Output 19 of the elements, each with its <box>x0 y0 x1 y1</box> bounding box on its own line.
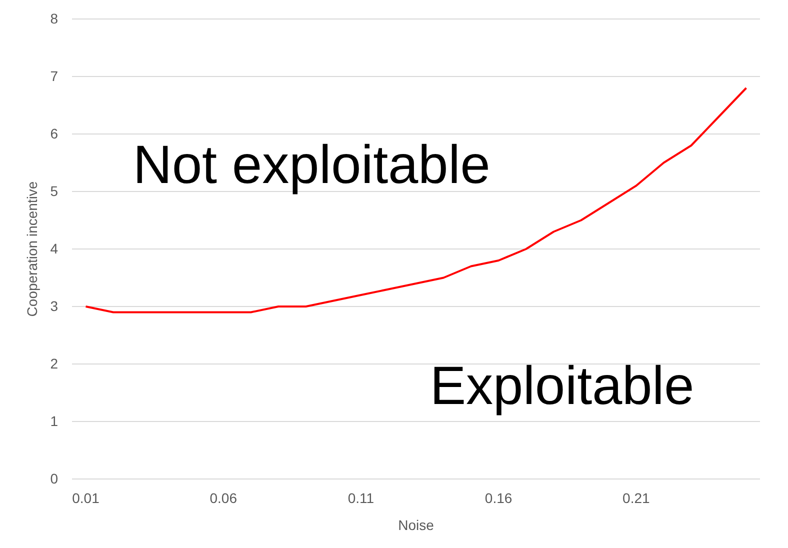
y-tick-label: 1 <box>50 412 58 429</box>
x-tick-label: 0.11 <box>348 490 374 506</box>
y-tick-label: 4 <box>50 240 58 256</box>
y-tick-label: 2 <box>50 355 58 372</box>
x-tick-label: 0.16 <box>484 490 512 506</box>
y-tick-label: 0 <box>50 470 58 486</box>
annotation: Exploitable <box>430 356 694 416</box>
x-axis-title: Noise <box>398 517 434 533</box>
x-tick-label: 0.01 <box>72 490 100 506</box>
x-tick-label: 0.21 <box>622 490 650 506</box>
y-tick-label: 3 <box>50 298 58 314</box>
y-axis-title: Cooperation incentive <box>24 181 40 317</box>
y-tick-label: 8 <box>50 10 58 26</box>
y-tick-label: 5 <box>50 182 58 199</box>
x-tick-label: 0.06 <box>210 490 238 506</box>
line-series <box>84 87 748 314</box>
y-tick-label: 7 <box>50 68 58 84</box>
annotation: Not exploitable <box>133 135 490 195</box>
y-tick-label: 6 <box>50 125 58 142</box>
